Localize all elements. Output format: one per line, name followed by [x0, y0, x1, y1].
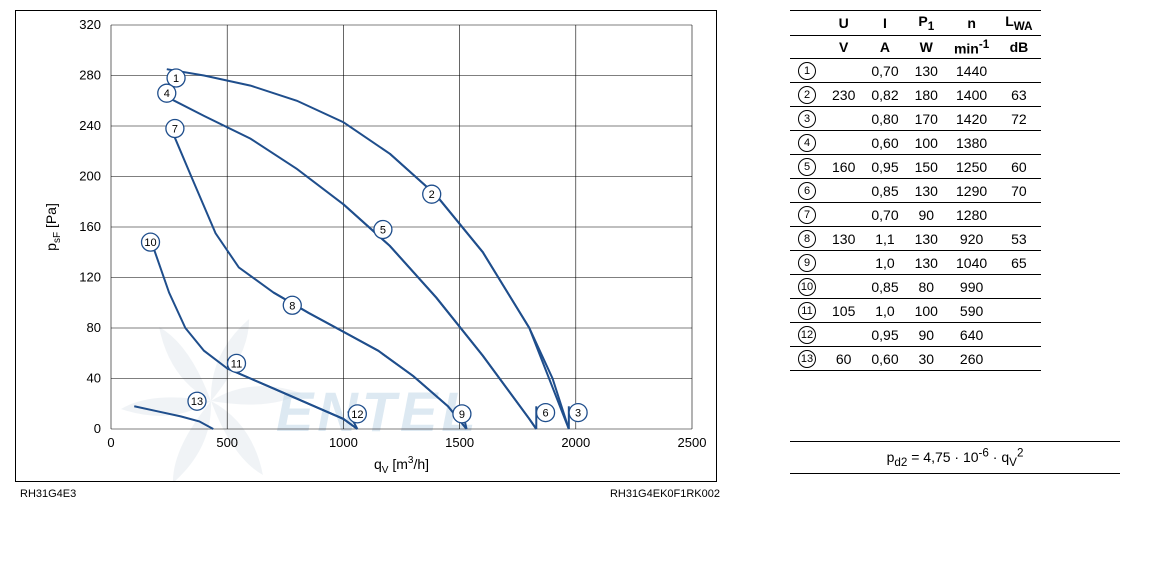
- svg-text:0: 0: [107, 435, 114, 450]
- svg-text:qV [m3/h]: qV [m3/h]: [374, 455, 429, 476]
- svg-text:320: 320: [79, 17, 101, 32]
- chart-box: ENTEL 0 40 80 120 160 200 240 280 320 0 500 1000 1500…: [15, 10, 717, 482]
- svg-text:12: 12: [351, 409, 363, 421]
- svg-text:0: 0: [94, 421, 101, 436]
- formula-box: pd2 = 4,75 · 10-6 · qV2: [790, 441, 1120, 473]
- svg-text:4: 4: [164, 88, 170, 100]
- svg-text:120: 120: [79, 270, 101, 285]
- svg-text:2500: 2500: [678, 435, 707, 450]
- chart-code-left: RH31G4E3: [20, 488, 76, 500]
- formula-text: pd2 = 4,75 · 10-6 · qV2: [887, 449, 1024, 465]
- data-table: UIP1nLWAVAWmin-1dB10,70130144022300,8218…: [790, 10, 1041, 371]
- svg-text:6: 6: [543, 408, 549, 420]
- svg-text:80: 80: [87, 320, 101, 335]
- svg-text:7: 7: [172, 124, 178, 136]
- svg-text:200: 200: [79, 169, 101, 184]
- chart-svg: ENTEL 0 40 80 120 160 200 240 280 320 0 500 1000 1500…: [16, 11, 716, 481]
- svg-text:10: 10: [144, 237, 156, 249]
- svg-text:2: 2: [429, 189, 435, 201]
- svg-text:13: 13: [191, 396, 203, 408]
- svg-text:3: 3: [575, 408, 581, 420]
- svg-text:psF [Pa]: psF [Pa]: [43, 203, 63, 251]
- svg-text:280: 280: [79, 68, 101, 83]
- data-table-panel: UIP1nLWAVAWmin-1dB10,70130144022300,8218…: [790, 10, 1120, 482]
- svg-text:1: 1: [173, 73, 179, 85]
- svg-text:ENTEL: ENTEL: [276, 380, 480, 443]
- svg-text:1500: 1500: [445, 435, 474, 450]
- svg-text:240: 240: [79, 118, 101, 133]
- svg-text:8: 8: [289, 300, 295, 312]
- svg-text:2000: 2000: [561, 435, 590, 450]
- svg-text:1000: 1000: [329, 435, 358, 450]
- chart-panel: ENTEL 0 40 80 120 160 200 240 280 320 0 500 1000 1500…: [10, 10, 730, 482]
- svg-text:9: 9: [459, 409, 465, 421]
- svg-text:160: 160: [79, 219, 101, 234]
- svg-text:500: 500: [216, 435, 238, 450]
- svg-text:5: 5: [380, 225, 386, 237]
- svg-text:11: 11: [231, 358, 242, 370]
- chart-code-right: RH31G4EK0F1RK002: [610, 488, 720, 500]
- svg-text:40: 40: [87, 371, 101, 386]
